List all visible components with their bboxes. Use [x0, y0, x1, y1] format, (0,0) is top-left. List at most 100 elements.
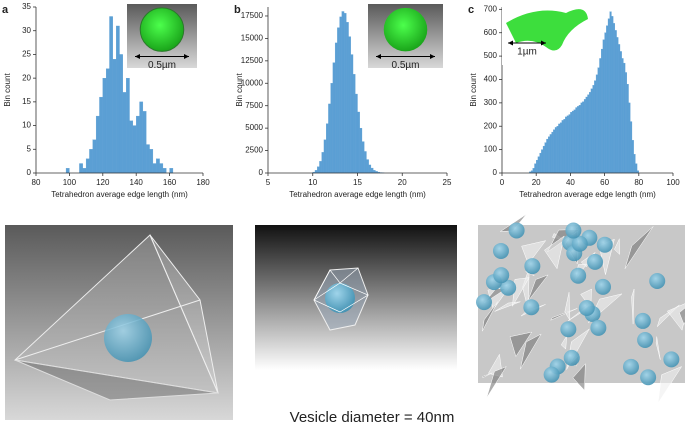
y-tick-label: 600 [484, 28, 498, 37]
bar [589, 92, 591, 173]
vesicle [544, 367, 560, 383]
inset: 0.5µm [127, 4, 197, 71]
x-tick-label: 20 [532, 178, 541, 187]
bar [315, 170, 317, 173]
bar [606, 26, 608, 173]
bar [120, 54, 123, 173]
panel-label: c [468, 4, 474, 16]
bar [591, 89, 593, 173]
bar [156, 159, 159, 173]
bar [541, 150, 543, 173]
bar [533, 168, 535, 173]
y-tick-label: 5 [27, 144, 32, 153]
bar [534, 164, 536, 173]
bar [629, 103, 631, 173]
x-tick-label: 15 [353, 178, 362, 187]
y-tick-label: 0 [493, 168, 498, 177]
bar [366, 160, 368, 173]
x-tick-label: 60 [600, 178, 609, 187]
bar [140, 102, 143, 173]
y-tick-label: 500 [484, 51, 498, 60]
bar [335, 43, 337, 173]
inset-sphere [384, 8, 428, 52]
bar [355, 94, 357, 173]
bar [342, 11, 344, 173]
bar [109, 16, 112, 173]
vesicle [493, 243, 509, 259]
x-tick-label: 80 [32, 178, 41, 187]
x-tick-label: 25 [443, 178, 452, 187]
bar [538, 157, 540, 173]
bar [133, 126, 136, 173]
bar [163, 168, 166, 173]
bar [79, 164, 82, 173]
bar [66, 168, 69, 173]
y-tick-label: 200 [484, 121, 498, 130]
bar [582, 102, 584, 173]
inset: 1µm [502, 3, 594, 65]
x-tick-label: 0 [500, 178, 505, 187]
vesicle [590, 320, 606, 336]
y-tick-label: 10000 [241, 78, 264, 87]
vesicle [649, 273, 665, 289]
bar [170, 168, 173, 173]
bar [605, 33, 607, 173]
y-tick-label: 300 [484, 98, 498, 107]
bar [96, 116, 99, 173]
bar [555, 127, 557, 173]
render-cluster [255, 225, 457, 370]
bar [545, 143, 547, 173]
bar [146, 145, 149, 173]
bar [552, 132, 554, 173]
bar [593, 85, 595, 173]
bar [577, 106, 579, 173]
bar [319, 161, 321, 173]
x-tick-label: 120 [96, 178, 110, 187]
panel-label: b [234, 4, 241, 16]
bar [353, 74, 355, 173]
scale-label: 0.5µm [392, 60, 420, 71]
bar [106, 69, 109, 173]
y-tick-label: 2500 [245, 146, 263, 155]
y-tick-label: 35 [22, 2, 31, 11]
bar [326, 124, 328, 173]
bar [322, 152, 324, 173]
y-axis-label: Bin count [235, 73, 244, 107]
bar [536, 160, 538, 173]
bar [584, 99, 586, 173]
bar [579, 105, 581, 173]
bar [130, 121, 133, 173]
bar [569, 115, 571, 173]
y-axis-label: Bin count [469, 73, 478, 107]
bar [346, 22, 348, 173]
bar [546, 139, 548, 173]
bar [86, 159, 89, 173]
x-tick-label: 5 [266, 178, 271, 187]
inset: 0.5µm [368, 4, 443, 71]
vesicle [597, 237, 613, 253]
bar [557, 126, 559, 173]
bar [89, 149, 92, 173]
bar [594, 81, 596, 173]
vesicle [663, 351, 679, 367]
bar [611, 16, 613, 173]
bar [596, 75, 598, 173]
bar [570, 112, 572, 173]
bar [369, 165, 371, 173]
y-tick-label: 20 [22, 73, 31, 82]
bar [560, 123, 562, 173]
bar [153, 164, 156, 173]
vesicle [570, 268, 586, 284]
vesicle [560, 321, 576, 337]
bar [588, 95, 590, 173]
x-tick-label: 80 [634, 178, 643, 187]
caption: Vesicle diameter = 40nm [290, 409, 455, 426]
bar [553, 130, 555, 173]
bar [623, 63, 625, 173]
y-tick-label: 12500 [241, 56, 264, 65]
bar [564, 119, 566, 173]
bar [572, 111, 574, 173]
y-tick-label: 100 [484, 145, 498, 154]
bar [116, 26, 119, 173]
